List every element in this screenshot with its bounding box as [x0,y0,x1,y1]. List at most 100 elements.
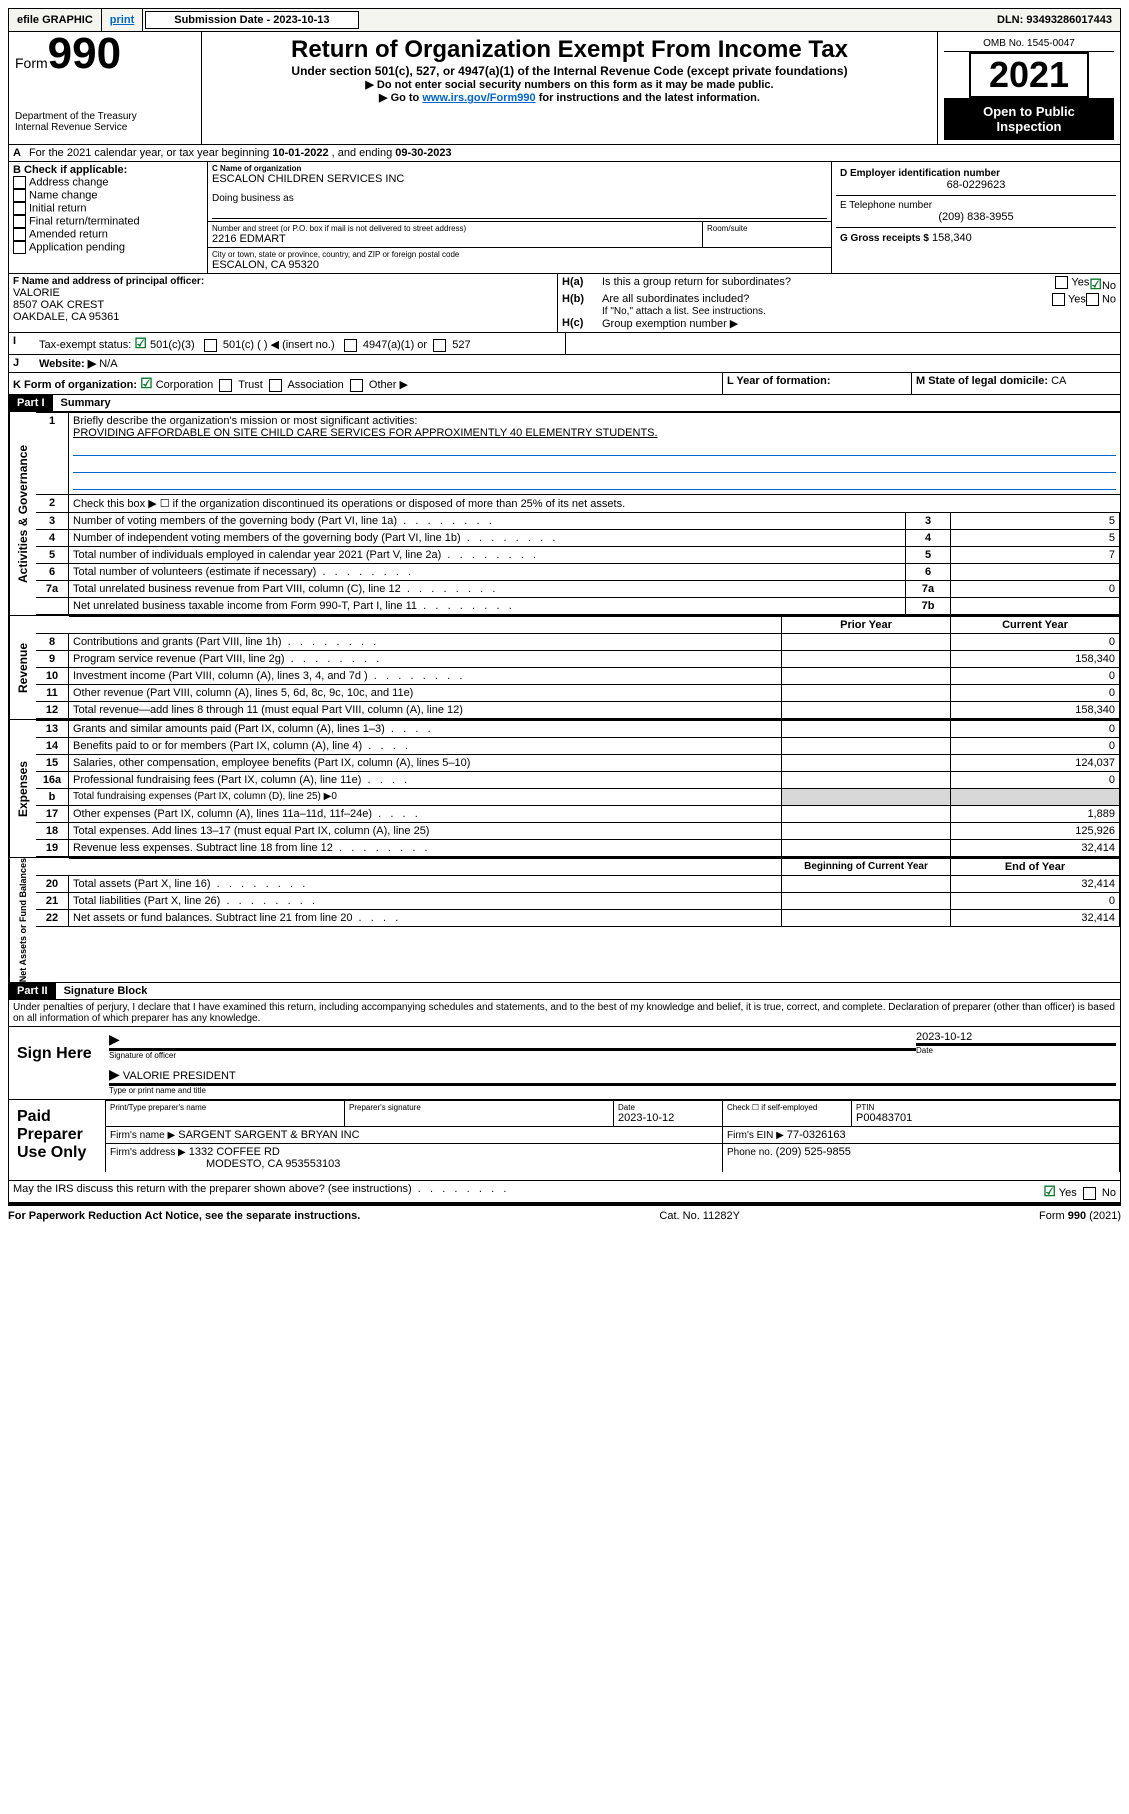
paid-preparer-block: Paid Preparer Use Only Print/Type prepar… [8,1100,1121,1181]
room-label: Room/suite [707,224,827,233]
chk-initial[interactable]: Initial return [13,202,203,215]
officer-addr2: OAKDALE, CA 95361 [13,311,553,323]
form-subtitle: Under section 501(c), 527, or 4947(a)(1)… [208,64,931,78]
firm-ein-label: Firm's EIN ▶ [727,1130,784,1141]
chk-final[interactable]: Final return/terminated [13,215,203,228]
chk-address[interactable]: Address change [13,176,203,189]
chk-corp[interactable]: ☑ [140,375,153,391]
firm-addr2: MODESTO, CA 953553103 [110,1158,340,1170]
val-6 [951,564,1120,581]
val-16a: 0 [951,772,1120,789]
firm-name: SARGENT SARGENT & BRYAN INC [178,1129,359,1141]
org-name: ESCALON CHILDREN SERVICES INC [212,173,827,185]
e-label: E Telephone number [840,200,1112,211]
footer: For Paperwork Reduction Act Notice, see … [8,1203,1121,1226]
hb-no[interactable]: No [1086,293,1116,306]
val-15: 124,037 [951,755,1120,772]
prep-date: 2023-10-12 [618,1112,718,1124]
section-bcd: B Check if applicable: Address change Na… [8,162,1121,274]
part2-header: Part II Signature Block [8,983,1121,1000]
l2-text: Check this box ▶ ☐ if the organization d… [69,495,1120,513]
nametitle-label: Type or print name and title [109,1086,1116,1095]
val-3: 5 [951,513,1120,530]
val-20: 32,414 [951,876,1120,893]
col-begin: Beginning of Current Year [782,859,951,876]
tax-year: 2021 [969,52,1089,98]
phone-label: Phone no. [727,1147,773,1158]
officer-addr1: 8507 OAK CREST [13,299,553,311]
col-current: Current Year [951,617,1120,634]
ha-no[interactable]: ☑No [1089,276,1116,293]
may-yes[interactable]: ☑ [1043,1183,1056,1199]
may-no[interactable] [1083,1187,1096,1200]
chk-trust[interactable] [219,379,232,392]
part1-header: Part I Summary [8,395,1121,412]
c-label: C Name of organization [212,164,827,173]
val-19: 32,414 [951,840,1120,857]
g-label: G Gross receipts $ [840,233,929,244]
val-18: 125,926 [951,823,1120,840]
val-21: 0 [951,893,1120,910]
form-title: Return of Organization Exempt From Incom… [208,36,931,64]
firm-addr-label: Firm's address ▶ [110,1147,186,1158]
chk-4947[interactable] [344,339,357,352]
website: N/A [99,358,117,370]
val-13: 0 [951,721,1120,738]
may-irs-row: May the IRS discuss this return with the… [8,1181,1121,1203]
check-self[interactable]: Check ☐ if self-employed [723,1101,852,1127]
mission: PROVIDING AFFORDABLE ON SITE CHILD CARE … [73,427,658,439]
open-inspection: Open to Public Inspection [944,98,1114,140]
paid-label: Paid Preparer Use Only [9,1100,105,1180]
city: ESCALON, CA 95320 [212,259,827,271]
dept-treasury: Department of the Treasury [15,111,195,122]
val-10: 0 [951,668,1120,685]
ptin-label: PTIN [856,1103,1115,1112]
prep-sig-label: Preparer's signature [349,1103,609,1112]
prep-name-label: Print/Type preparer's name [110,1103,340,1112]
section-j: J Website: ▶ N/A [8,355,1121,373]
footer-left: For Paperwork Reduction Act Notice, see … [8,1210,360,1222]
val-17: 1,889 [951,806,1120,823]
irs-link[interactable]: www.irs.gov/Form990 [422,92,535,104]
city-label: City or town, state or province, country… [212,250,827,259]
chk-name[interactable]: Name change [13,189,203,202]
chk-assoc[interactable] [269,379,282,392]
hb-text: Are all subordinates included? [602,293,1052,306]
section-klm: K Form of organization: ☑ Corporation Tr… [8,373,1121,395]
d-label: D Employer identification number [840,168,1112,179]
side-netassets: Net Assets or Fund Balances [9,858,36,982]
officer-nametitle: VALORIE PRESIDENT [123,1070,236,1082]
f-label: F Name and address of principal officer: [13,276,553,287]
sign-here-block: Sign Here ▶Signature of officer 2023-10-… [8,1027,1121,1100]
m-label: M State of legal domicile: [916,375,1048,387]
val-12: 158,340 [951,702,1120,719]
l-label: L Year of formation: [727,375,831,387]
val-4: 5 [951,530,1120,547]
telephone: (209) 838-3955 [840,211,1112,223]
chk-501c[interactable] [204,339,217,352]
hb-yes[interactable]: Yes [1052,293,1086,306]
irs-label: Internal Revenue Service [15,122,195,133]
footer-right: Form 990 (2021) [1039,1210,1121,1222]
topbar: efile GRAPHIC print Submission Date - 20… [8,8,1121,32]
line-a: A For the 2021 calendar year, or tax yea… [8,145,1121,162]
chk-527[interactable] [433,339,446,352]
ha-text: Is this a group return for subordinates? [602,276,1055,293]
firm-ein: 77-0326163 [787,1129,846,1141]
chk-pending[interactable]: Application pending [13,241,203,254]
form-header: Form990 Department of the Treasury Inter… [8,32,1121,145]
street-label: Number and street (or P.O. box if mail i… [212,224,698,233]
footer-mid: Cat. No. 11282Y [659,1210,740,1222]
phone: (209) 525-9855 [776,1146,851,1158]
note-goto: ▶ Go to www.irs.gov/Form990 for instruct… [208,91,931,104]
ha-yes[interactable]: Yes [1055,276,1089,293]
chk-amended[interactable]: Amended return [13,228,203,241]
sig-officer-label: Signature of officer [109,1051,916,1060]
val-5: 7 [951,547,1120,564]
chk-501c3[interactable]: ☑ [134,335,147,351]
col-prior: Prior Year [782,617,951,634]
chk-other[interactable] [350,379,363,392]
note-ssn: ▶ Do not enter social security numbers o… [208,78,931,91]
print-link[interactable]: print [110,14,134,26]
side-revenue: Revenue [9,616,36,719]
